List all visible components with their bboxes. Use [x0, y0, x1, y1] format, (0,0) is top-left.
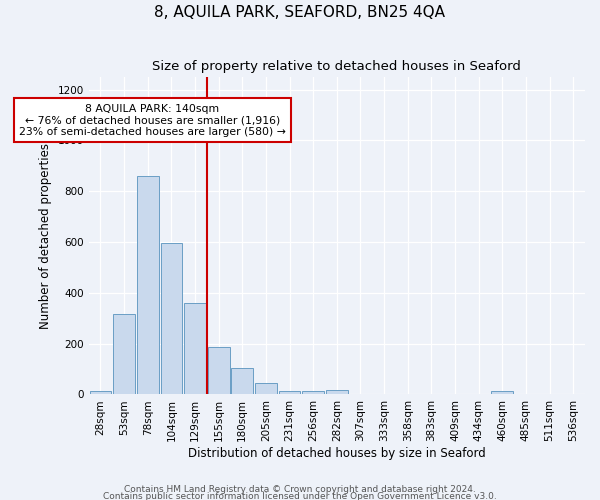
Bar	[278, 390, 301, 394]
Bar	[232, 368, 253, 394]
X-axis label: Distribution of detached houses by size in Seaford: Distribution of detached houses by size …	[188, 447, 486, 460]
Text: 8, AQUILA PARK, SEAFORD, BN25 4QA: 8, AQUILA PARK, SEAFORD, BN25 4QA	[155, 5, 445, 20]
Bar	[302, 390, 324, 394]
Bar	[137, 176, 158, 394]
Text: Contains HM Land Registry data © Crown copyright and database right 2024.: Contains HM Land Registry data © Crown c…	[124, 486, 476, 494]
Bar	[89, 392, 112, 394]
Bar	[184, 303, 206, 394]
Bar	[255, 382, 277, 394]
Bar	[326, 390, 347, 394]
Text: 8 AQUILA PARK: 140sqm
← 76% of detached houses are smaller (1,916)
23% of semi-d: 8 AQUILA PARK: 140sqm ← 76% of detached …	[19, 104, 286, 137]
Bar	[113, 314, 135, 394]
Text: Contains public sector information licensed under the Open Government Licence v3: Contains public sector information licen…	[103, 492, 497, 500]
Y-axis label: Number of detached properties: Number of detached properties	[39, 142, 52, 328]
Bar	[161, 242, 182, 394]
Bar	[208, 348, 230, 395]
Bar	[491, 392, 513, 394]
Title: Size of property relative to detached houses in Seaford: Size of property relative to detached ho…	[152, 60, 521, 73]
